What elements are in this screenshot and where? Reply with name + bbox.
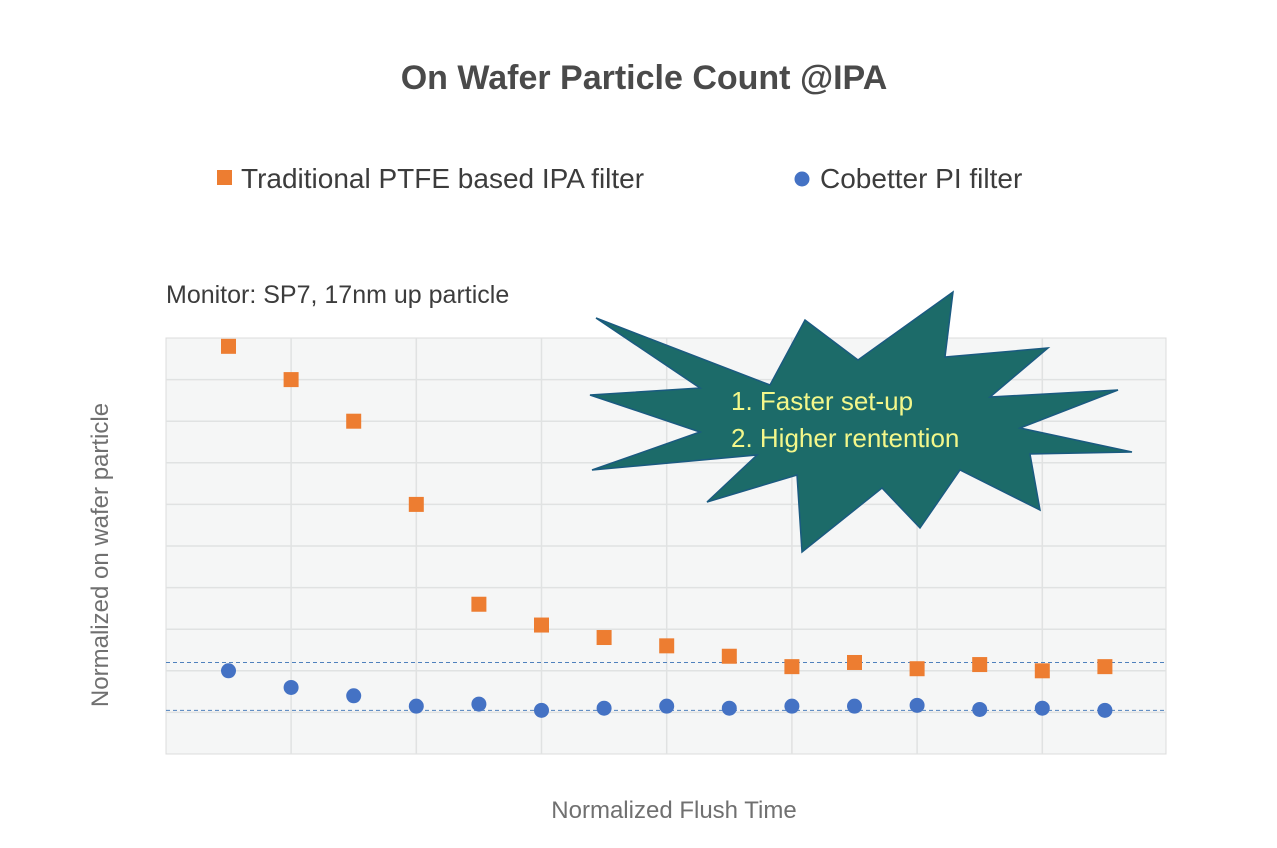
data-point-cobetter — [1034, 700, 1050, 716]
data-point-cobetter — [534, 702, 549, 718]
data-point-cobetter — [721, 700, 737, 716]
data-point-ptfe — [221, 338, 236, 354]
data-point-cobetter — [471, 696, 487, 712]
x-axis-label: Normalized Flush Time — [551, 797, 796, 824]
data-point-ptfe — [471, 596, 487, 612]
data-point-ptfe — [534, 617, 549, 633]
data-point-cobetter — [408, 698, 424, 714]
legend-marker-cobetter — [794, 171, 810, 187]
data-point-cobetter — [659, 698, 675, 714]
data-point-cobetter — [221, 663, 236, 679]
data-point-ptfe — [283, 372, 299, 388]
data-point-ptfe — [1097, 659, 1113, 675]
burst-line-1: 1. Faster set-up — [731, 386, 913, 416]
data-point-ptfe — [909, 661, 925, 677]
data-point-ptfe — [847, 654, 862, 670]
data-point-ptfe — [346, 413, 362, 429]
legend-label-ptfe: Traditional PTFE based IPA filter — [241, 163, 644, 194]
data-point-cobetter — [847, 698, 862, 714]
data-point-cobetter — [346, 688, 362, 704]
data-point-cobetter — [283, 679, 299, 695]
data-point-ptfe — [659, 638, 675, 654]
legend-marker-ptfe — [217, 170, 232, 185]
legend-label-cobetter: Cobetter PI filter — [820, 163, 1022, 194]
data-point-ptfe — [408, 496, 424, 512]
data-point-cobetter — [909, 697, 925, 713]
data-point-ptfe — [972, 657, 988, 673]
data-point-cobetter — [1097, 702, 1113, 718]
burst-line-2: 2. Higher rentention — [731, 423, 959, 453]
burst-shape — [589, 290, 1133, 554]
data-point-ptfe — [784, 659, 800, 675]
y-axis-label: Normalized on wafer particle — [87, 403, 114, 707]
data-marks — [221, 338, 1113, 718]
data-point-cobetter — [784, 698, 800, 714]
data-point-ptfe — [721, 648, 737, 664]
data-point-cobetter — [972, 701, 988, 717]
legend: Traditional PTFE based IPA filter Cobett… — [217, 163, 1022, 194]
chart-title: On Wafer Particle Count @IPA — [401, 59, 888, 97]
data-point-cobetter — [596, 700, 612, 716]
data-point-ptfe — [596, 630, 612, 646]
monitor-note: Monitor: SP7, 17nm up particle — [166, 281, 509, 309]
annotation-burst: 1. Faster set-up 2. Higher rentention — [589, 290, 1133, 554]
data-point-ptfe — [1034, 663, 1050, 679]
